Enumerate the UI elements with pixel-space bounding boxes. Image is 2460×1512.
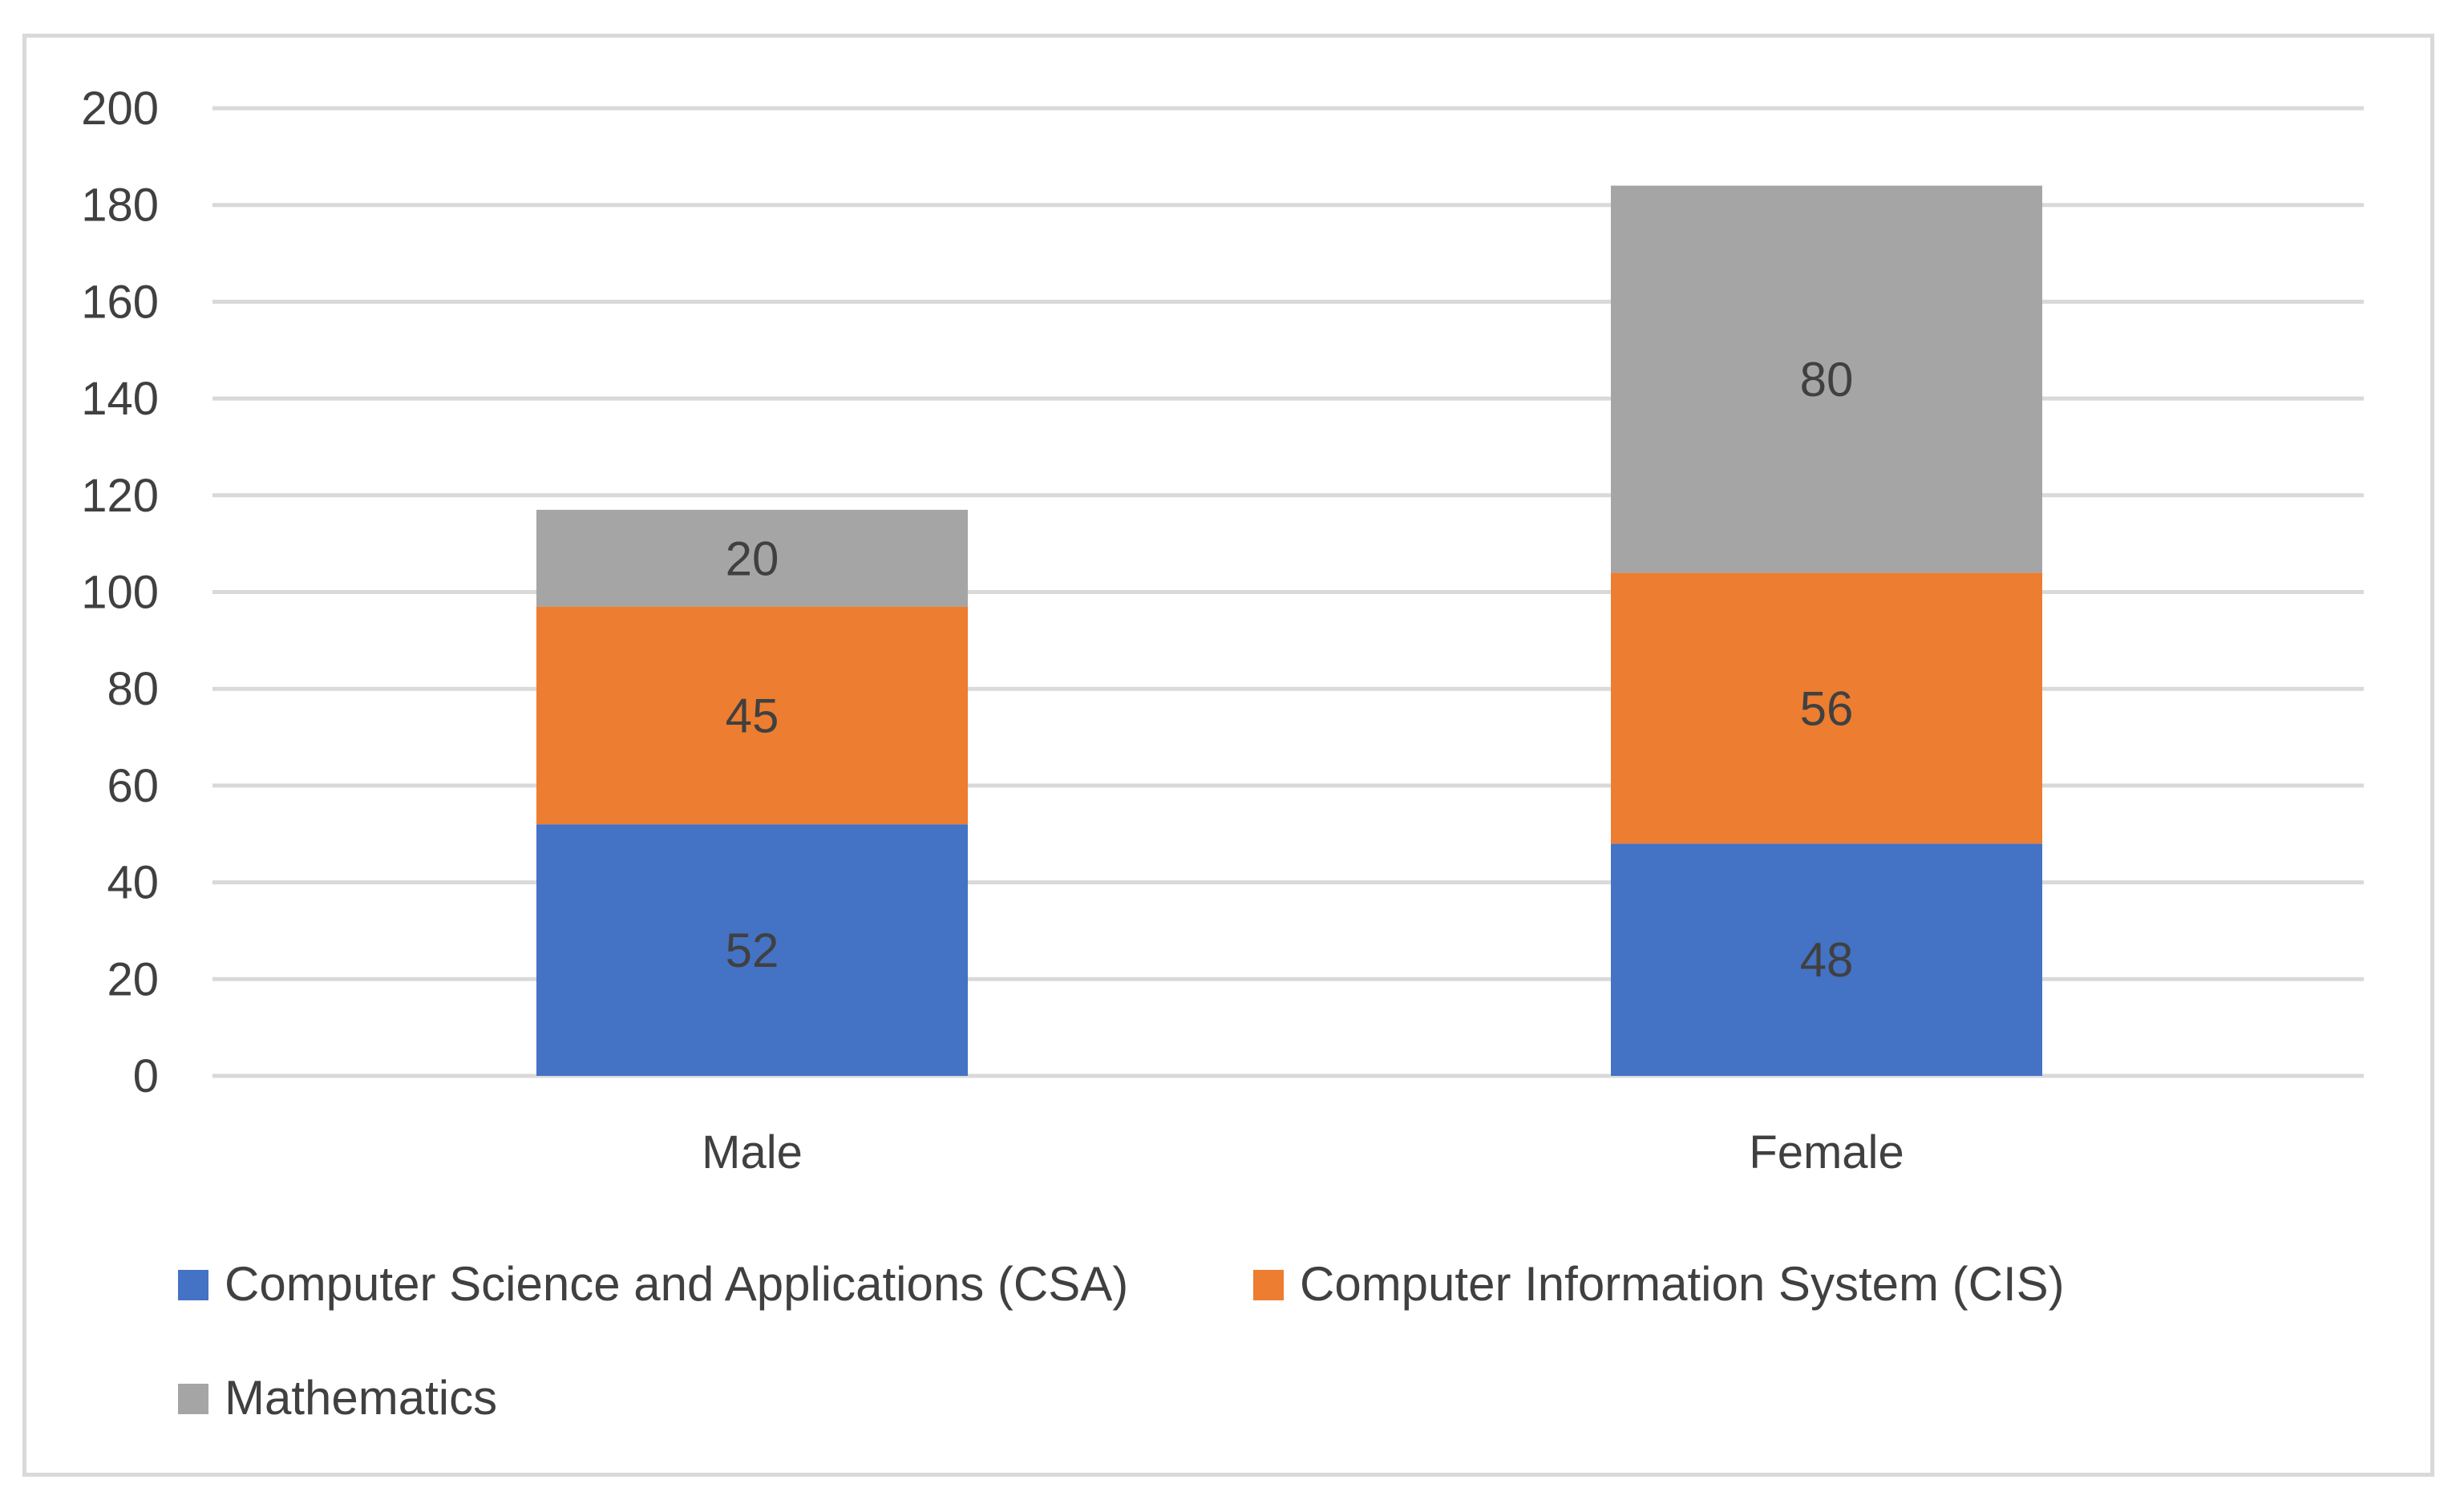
data-label: 20	[726, 532, 779, 585]
x-tick-label: Male	[702, 1126, 803, 1178]
bar-segment	[1611, 572, 2042, 844]
y-axis-tick-labels: 0 20 40 60 80 100 120 140 160 180 200	[81, 83, 159, 1102]
bar-segment	[536, 509, 968, 607]
y-tick-label: 60	[107, 760, 159, 812]
data-label: 45	[726, 689, 779, 742]
bar-segment	[536, 824, 968, 1076]
legend-swatch	[178, 1384, 208, 1414]
y-tick-label: 0	[133, 1050, 159, 1102]
y-tick-label: 100	[81, 567, 159, 619]
data-label: 56	[1800, 681, 1854, 735]
legend-label: Mathematics	[225, 1371, 497, 1425]
bar-segment	[536, 606, 968, 825]
legend-swatch	[178, 1270, 208, 1300]
x-tick-label: Female	[1749, 1126, 1904, 1178]
y-tick-label: 160	[81, 276, 159, 328]
data-label: 80	[1800, 353, 1854, 406]
legend: Computer Science and Applications (CSA) C…	[178, 1257, 2065, 1425]
bar-segment	[1611, 843, 2042, 1076]
y-tick-label: 40	[107, 857, 159, 909]
y-tick-label: 180	[81, 180, 159, 232]
data-label: 48	[1800, 933, 1854, 987]
y-tick-label: 140	[81, 373, 159, 425]
data-labels: 52 45 20 48 56 80	[726, 353, 1854, 987]
y-tick-label: 80	[107, 663, 159, 715]
data-label: 52	[726, 924, 779, 977]
y-tick-label: 120	[81, 470, 159, 522]
x-axis-tick-labels: Male Female	[702, 1126, 1904, 1178]
bar-segment	[1611, 185, 2042, 573]
legend-label: Computer Information System (CIS)	[1300, 1257, 2065, 1311]
y-tick-label: 20	[107, 953, 159, 1005]
y-tick-label: 200	[81, 83, 159, 135]
legend-label: Computer Science and Applications (CSA)	[225, 1257, 1128, 1311]
legend-swatch	[1253, 1270, 1284, 1300]
bars	[536, 185, 2042, 1076]
